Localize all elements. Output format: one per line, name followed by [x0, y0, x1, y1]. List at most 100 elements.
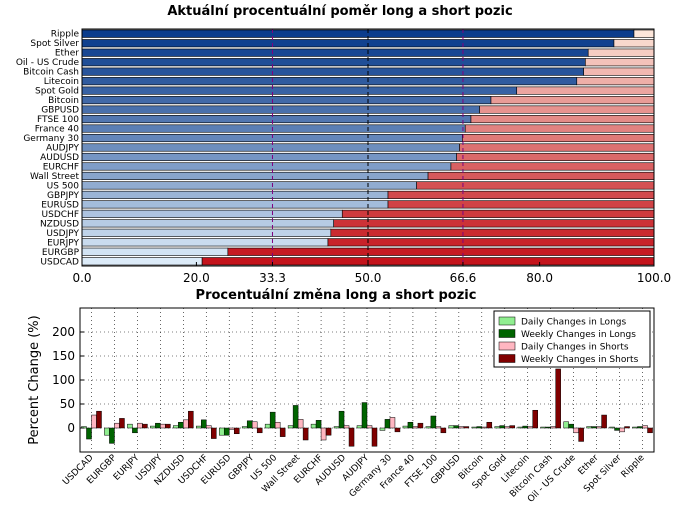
short-bar	[227, 247, 655, 256]
category-label: FTSE 100	[37, 115, 79, 125]
change-bar	[504, 426, 511, 429]
long-bar	[81, 152, 457, 162]
long-bar	[81, 58, 586, 67]
change-bar	[573, 427, 579, 434]
category-label: AUDJPY	[46, 144, 80, 154]
change-bar	[568, 423, 574, 429]
category-label: Bitcoin Cash	[23, 68, 79, 78]
change-bar	[463, 426, 470, 429]
short-bar	[587, 48, 655, 57]
change-bar	[256, 427, 263, 434]
long-bar	[81, 162, 452, 171]
category-label: NZDUSD	[40, 219, 79, 229]
change-bar	[494, 426, 501, 429]
short-bar	[456, 152, 655, 162]
long-bar	[81, 171, 429, 180]
x-tick-label: 66.6	[450, 271, 477, 285]
chart2-plot: USDCADEURGBPEURJPYUSDJPYNZDUSDUSDCHFEURU…	[27, 307, 655, 505]
long-bar	[81, 29, 635, 38]
long-bar	[81, 209, 343, 218]
long-bar	[81, 86, 518, 95]
short-bar	[387, 190, 655, 199]
y-tick-label: 150	[52, 349, 75, 363]
change-bar	[343, 425, 350, 429]
change-bar	[596, 426, 602, 429]
category-label: AUDUSD	[40, 153, 79, 163]
change-bar	[578, 427, 584, 442]
change-bar	[471, 426, 478, 429]
change-bar	[647, 427, 653, 434]
long-bar	[81, 219, 334, 228]
category-label: Spot Silver	[30, 39, 79, 49]
legend-label: Weekly Changes in Longs	[521, 330, 636, 340]
change-bar	[453, 425, 460, 429]
change-bar	[425, 426, 432, 429]
chart1-title: Aktuální procentuální poměr long a short…	[167, 4, 512, 19]
y-tick-label: 200	[52, 325, 75, 339]
change-bar	[315, 420, 322, 429]
change-bar	[274, 421, 281, 429]
change-bar	[563, 421, 569, 429]
y-tick-label: 0	[67, 421, 75, 435]
category-label: USDCHF	[42, 210, 79, 220]
short-bar	[459, 143, 655, 152]
short-bar	[333, 219, 655, 228]
change-bar	[476, 426, 483, 429]
change-bar	[320, 427, 327, 441]
legend-swatch	[498, 329, 516, 338]
long-bar	[81, 238, 329, 247]
short-bar	[450, 162, 655, 171]
change-bar	[366, 425, 373, 429]
short-bar	[327, 238, 655, 247]
change-bar	[412, 426, 419, 429]
change-bar	[402, 425, 409, 429]
category-label: Ether	[55, 49, 79, 59]
change-bar	[173, 425, 179, 429]
long-bar	[81, 105, 480, 114]
x-tick-label: 50.0	[355, 271, 382, 285]
change-bar	[384, 419, 391, 429]
long-bar	[81, 181, 417, 190]
change-bar	[624, 426, 630, 429]
change-bar	[206, 425, 212, 429]
change-bar	[509, 425, 516, 429]
change-bar	[269, 411, 276, 429]
change-bar	[532, 409, 538, 429]
change-bar	[499, 425, 506, 429]
change-bar	[609, 426, 615, 429]
category-label: Bitcoin	[48, 96, 79, 106]
change-bar	[356, 425, 363, 429]
chart2-title: Procentuální změna long a short pozic	[196, 288, 477, 303]
short-bar	[341, 209, 655, 218]
short-bar	[462, 133, 655, 143]
long-bar	[81, 257, 203, 266]
short-bar	[516, 86, 655, 95]
change-bar	[178, 421, 184, 429]
change-bar	[218, 427, 225, 436]
change-bar	[440, 427, 447, 434]
long-bar	[81, 39, 615, 48]
change-bar	[241, 426, 248, 429]
short-bar	[576, 77, 655, 86]
change-bar	[417, 422, 424, 429]
change-bar	[486, 421, 493, 429]
legend-swatch	[498, 316, 516, 326]
long-bar	[81, 190, 389, 199]
change-bar	[297, 419, 304, 429]
change-bar	[325, 427, 332, 436]
change-bar	[96, 410, 102, 429]
change-bar	[310, 423, 317, 429]
short-bar	[479, 105, 655, 114]
change-bar	[188, 410, 194, 429]
long-bar	[81, 96, 492, 105]
legend-swatch	[498, 341, 516, 351]
change-bar	[540, 426, 546, 429]
x-tick-label: 80.0	[526, 271, 553, 285]
change-bar	[91, 414, 97, 429]
change-bar	[104, 427, 110, 436]
x-tick-label: 100.0	[637, 271, 671, 285]
category-label: Ripple	[620, 453, 647, 480]
change-bar	[223, 427, 230, 436]
